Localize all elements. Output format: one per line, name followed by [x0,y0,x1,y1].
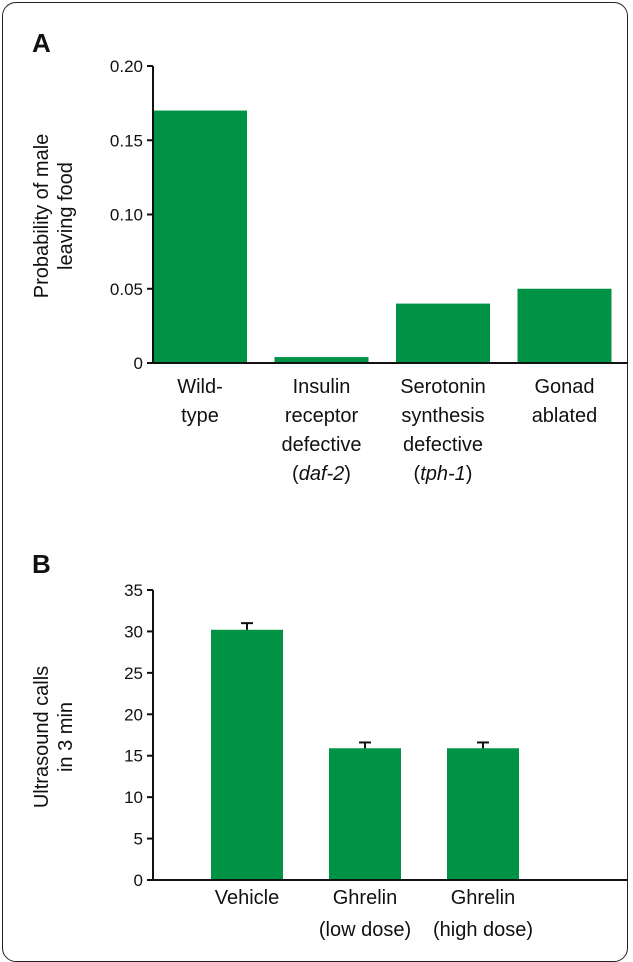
category-label: (daf-2) [292,463,351,485]
category-label: (low dose) [319,919,411,941]
category-label: type [181,405,219,427]
panel-a-ylabel-line-1: Probability of male [31,134,53,299]
category-label: Ghrelin [333,887,397,909]
panel-a-ylabel-line-2: leaving food [55,162,77,270]
y-tick-label: 35 [124,581,143,600]
category-label: Serotonin [400,376,486,398]
bar [517,288,612,363]
bar [153,110,247,363]
category-label: Wild- [177,376,223,398]
category-label: Insulin [293,376,351,398]
y-tick-label: 30 [124,622,143,641]
y-tick-label: 10 [124,788,143,807]
category-label: defective [403,434,483,456]
category-label: (high dose) [433,919,533,941]
bar [396,303,490,363]
bar [274,357,369,363]
panel-a-letter: A [32,28,51,58]
y-tick-label: 0 [134,871,143,890]
category-label: (tph-1) [414,463,473,485]
y-tick-label: 15 [124,747,143,766]
panel-b: B Ultrasound calls in 3 min 0 5 10 15 20 25 30… [31,549,628,941]
category-label: Vehicle [215,887,280,909]
y-tick-label: 0.20 [110,57,143,76]
category-label: Gonad [534,376,594,398]
category-label: synthesis [401,405,484,427]
category-label: Ghrelin [451,887,515,909]
bar [211,629,283,880]
panel-b-letter: B [32,549,51,579]
y-tick-label: 0.10 [110,206,143,225]
panel-b-ylabel-line-1: Ultrasound calls [31,666,53,808]
y-tick-label: 20 [124,705,143,724]
panel-a: A Probability of male leaving food 0 0.05… [31,28,628,485]
category-label: receptor [285,405,359,427]
panel-b-ylabel-line-2: in 3 min [55,702,77,772]
y-tick-label: 5 [134,830,143,849]
y-tick-label: 0.05 [110,280,143,299]
y-tick-label: 0.15 [110,131,143,150]
bar [329,748,401,880]
category-label: defective [281,434,361,456]
category-label: ablated [532,405,598,427]
bar [447,748,519,880]
y-tick-label: 25 [124,664,143,683]
y-tick-label: 0 [134,354,143,373]
